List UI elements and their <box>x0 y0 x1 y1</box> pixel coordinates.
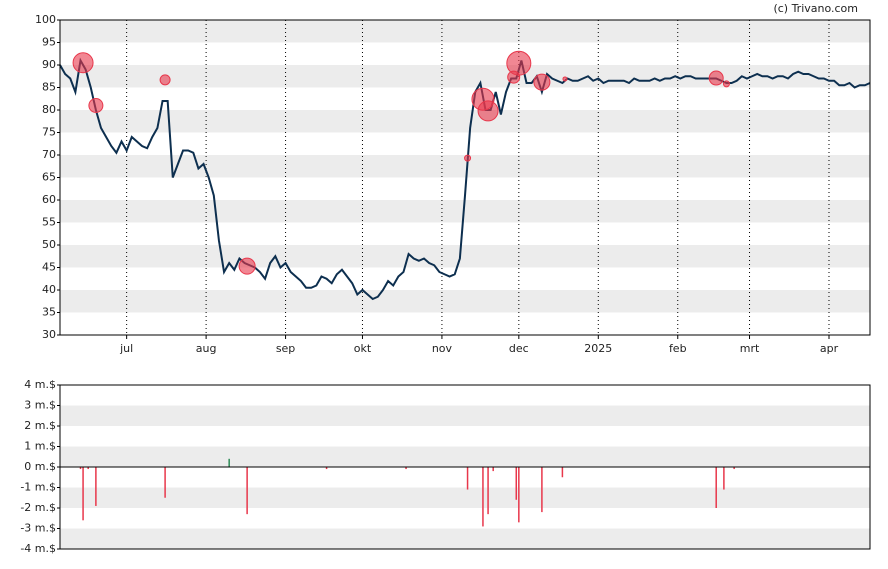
grid-band <box>60 446 870 467</box>
bar <box>492 467 494 472</box>
bar <box>518 467 520 523</box>
bar <box>541 467 543 513</box>
bar <box>246 467 248 515</box>
y-tick-label: 65 <box>42 171 56 184</box>
y-tick-label: 4 m.$ <box>24 378 56 391</box>
bubble <box>722 80 730 88</box>
x-tick-label: aug <box>196 342 217 355</box>
y-tick-label: 0 m.$ <box>24 460 56 473</box>
bar <box>87 467 89 470</box>
y-tick-label: 85 <box>42 81 56 94</box>
bubble <box>464 154 472 162</box>
bubble <box>506 50 532 76</box>
bar <box>79 467 82 470</box>
bar <box>715 467 717 508</box>
bubble <box>562 76 568 82</box>
y-tick-label: 90 <box>42 58 56 71</box>
bar <box>515 467 518 500</box>
y-tick-label: 55 <box>42 216 56 229</box>
bar <box>733 467 735 470</box>
grid-band <box>60 290 870 313</box>
y-tick-label: -1 m.$ <box>20 481 56 494</box>
bubble <box>238 257 256 275</box>
y-tick-label: 30 <box>42 328 56 341</box>
y-tick-label: 60 <box>42 193 56 206</box>
x-tick-label: feb <box>669 342 687 355</box>
grid-band <box>60 245 870 268</box>
x-tick-label: apr <box>820 342 839 355</box>
grid-band <box>60 200 870 223</box>
y-tick-label: 75 <box>42 126 56 139</box>
bubble <box>533 73 551 91</box>
y-tick-label: 45 <box>42 261 56 274</box>
bar <box>723 467 725 490</box>
plot-border <box>59 384 871 550</box>
x-tick-label: sep <box>276 342 295 355</box>
grid-band <box>60 20 870 43</box>
bar <box>561 467 564 478</box>
bar <box>482 467 484 527</box>
bubble <box>88 98 104 113</box>
bubble <box>477 100 499 122</box>
x-tick-label: 2025 <box>584 342 612 355</box>
y-tick-label: 70 <box>42 148 56 161</box>
y-tick-label: 2 m.$ <box>24 419 56 432</box>
price-line <box>59 57 871 301</box>
bar <box>325 467 328 470</box>
bar <box>487 467 489 515</box>
bubble <box>159 74 171 86</box>
bar <box>164 467 166 498</box>
y-tick-label: 95 <box>42 36 56 49</box>
grid-band <box>60 110 870 133</box>
grid-band <box>60 487 870 508</box>
y-tick-label: 35 <box>42 306 56 319</box>
y-tick-label: 3 m.$ <box>24 399 56 412</box>
bar <box>82 467 84 521</box>
bar <box>405 467 407 470</box>
y-tick-label: 80 <box>42 103 56 116</box>
bar <box>228 458 230 467</box>
y-tick-label: 1 m.$ <box>24 440 56 453</box>
y-tick-label: 50 <box>42 238 56 251</box>
bar <box>95 467 97 506</box>
x-tick-label: nov <box>432 342 453 355</box>
grid-band <box>60 155 870 178</box>
x-tick-label: okt <box>354 342 372 355</box>
source-label: (c) Trivano.com <box>773 2 858 15</box>
plot-border <box>59 19 871 336</box>
grid-band <box>60 528 870 549</box>
x-tick-label: mrt <box>740 342 760 355</box>
y-tick-label: -3 m.$ <box>20 522 56 535</box>
grid-band <box>60 405 870 426</box>
x-tick-label: jul <box>119 342 133 355</box>
y-tick-label: -4 m.$ <box>20 542 56 555</box>
x-tick-label: dec <box>509 342 529 355</box>
bubble <box>72 52 94 74</box>
y-tick-label: 100 <box>35 13 56 26</box>
bubble <box>708 70 724 86</box>
bar <box>466 467 469 490</box>
grid-band <box>60 65 870 88</box>
y-tick-label: 40 <box>42 283 56 296</box>
y-tick-label: -2 m.$ <box>20 501 56 514</box>
